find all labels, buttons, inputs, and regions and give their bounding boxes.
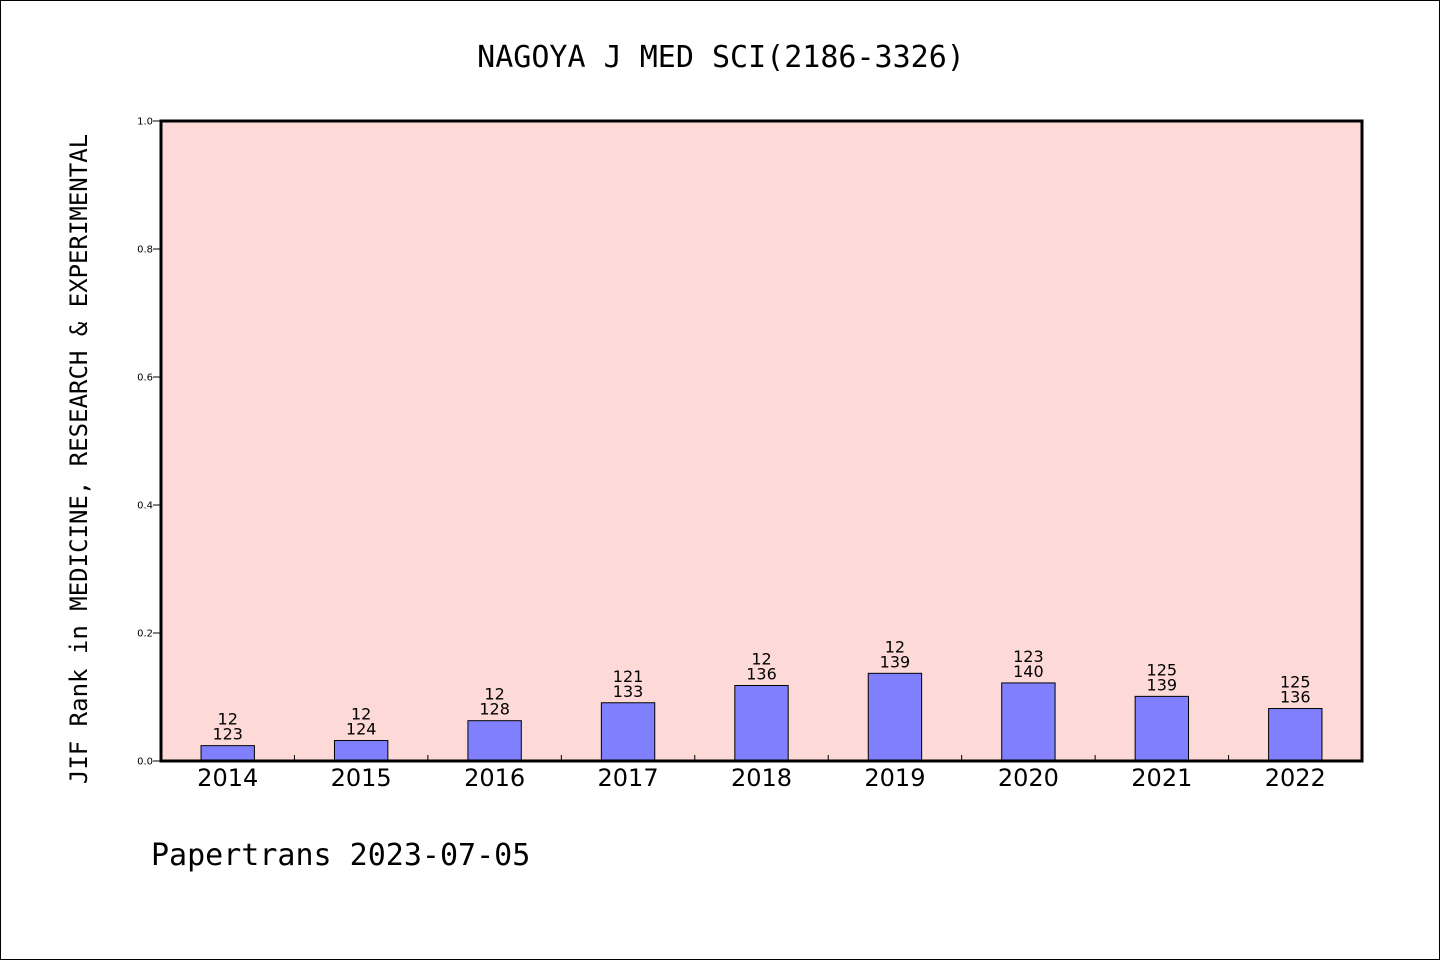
x-tick-label: 2015: [331, 764, 392, 792]
y-tick-label: 0.0: [137, 757, 153, 768]
bar-rank-label: 123: [1013, 647, 1044, 666]
bar-total-label: 136: [1280, 688, 1311, 707]
x-tick-label: 2018: [731, 764, 792, 792]
y-axis-ticks: 0.0 0.2 0.4 0.6 0.8 1.0: [137, 117, 161, 768]
bar-2014: [200, 745, 255, 762]
bar-rank-label: 12: [351, 705, 371, 724]
bar-rank-label: 12: [484, 685, 504, 704]
bars-layer: [200, 672, 1323, 762]
bar-total-label: 133: [613, 682, 644, 701]
bar-rank-label: 121: [613, 667, 644, 686]
y-tick-label: 0.6: [137, 373, 153, 384]
y-tick-label: 0.2: [137, 629, 153, 640]
footer-text: Papertrans 2023-07-05: [151, 838, 530, 873]
bar-rank-label: 12: [218, 710, 238, 729]
bar-2018: [734, 684, 789, 762]
y-tick-label: 0.8: [137, 245, 153, 256]
x-tick-label: 2017: [598, 764, 659, 792]
bar-total-label: 139: [880, 652, 911, 671]
x-axis-ticks: 2014 2015 2016 2017 2018 2019 2020 2021 2022: [197, 755, 1326, 792]
bar-2015: [333, 740, 389, 762]
bar-rank-label: 125: [1280, 673, 1311, 692]
chart-title: NAGOYA J MED SCI(2186-3326): [477, 40, 965, 75]
bar-2021: [1134, 695, 1190, 762]
bar-2016: [467, 720, 522, 762]
bar-rank-label: 125: [1147, 660, 1178, 679]
bar-total-label: 136: [746, 664, 777, 683]
bar-total-label: 140: [1013, 662, 1044, 681]
x-tick-label: 2022: [1265, 764, 1326, 792]
bar-total-label: 128: [479, 700, 510, 719]
y-axis-label: JIF Rank in MEDICINE, RESEARCH & EXPERIM…: [65, 134, 93, 784]
bar-2019: [867, 672, 923, 762]
bar-2020: [1001, 682, 1056, 762]
bar-total-label: 139: [1147, 675, 1178, 694]
y-tick-label: 1.0: [137, 117, 153, 128]
x-tick-label: 2020: [998, 764, 1059, 792]
bar-2017: [600, 702, 656, 762]
bar-total-label: 124: [346, 720, 377, 739]
bar-total-label: 123: [212, 725, 243, 744]
bar-rank-label: 12: [751, 649, 771, 668]
x-tick-label: 2016: [464, 764, 525, 792]
x-tick-label: 2021: [1131, 764, 1192, 792]
plot-background: [161, 121, 1362, 761]
x-tick-label: 2019: [864, 764, 925, 792]
x-tick-label: 2014: [197, 764, 258, 792]
bar-rank-label: 12: [885, 637, 905, 656]
bar-2022: [1268, 708, 1323, 762]
plot-border: [159, 119, 1364, 763]
y-tick-label: 0.4: [137, 501, 153, 512]
